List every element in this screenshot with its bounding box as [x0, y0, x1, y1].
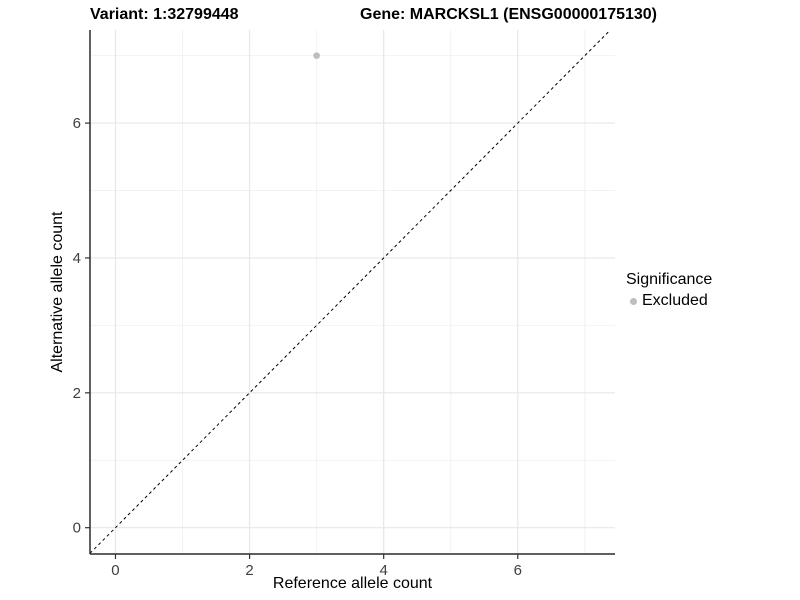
- identity-dashed-line: [89, 29, 611, 554]
- excluded-point-swatch-icon: [630, 297, 637, 305]
- y-tick-label: 2: [73, 385, 81, 402]
- gene-title: Gene: MARCKSL1 (ENSG00000175130): [360, 6, 658, 23]
- legend-item-excluded: Excluded: [630, 291, 712, 311]
- legend: Significance Excluded: [626, 270, 712, 311]
- legend-title: Significance: [626, 271, 713, 288]
- x-axis-title: Reference allele count: [272, 575, 433, 592]
- y-tick-label: 0: [73, 520, 81, 537]
- y-tick-label: 6: [73, 115, 81, 132]
- y-axis-title: Alternative allele count: [49, 211, 66, 373]
- variant-title: Variant: 1:32799448: [90, 6, 239, 23]
- x-tick-label: 4: [380, 562, 388, 579]
- x-tick-label: 6: [514, 562, 522, 579]
- x-tick-label: 2: [245, 562, 253, 579]
- data-point-excluded: [313, 52, 320, 59]
- x-tick-label: 0: [111, 562, 119, 579]
- y-tick-label: 4: [73, 250, 81, 267]
- legend-item-label: Excluded: [642, 292, 708, 309]
